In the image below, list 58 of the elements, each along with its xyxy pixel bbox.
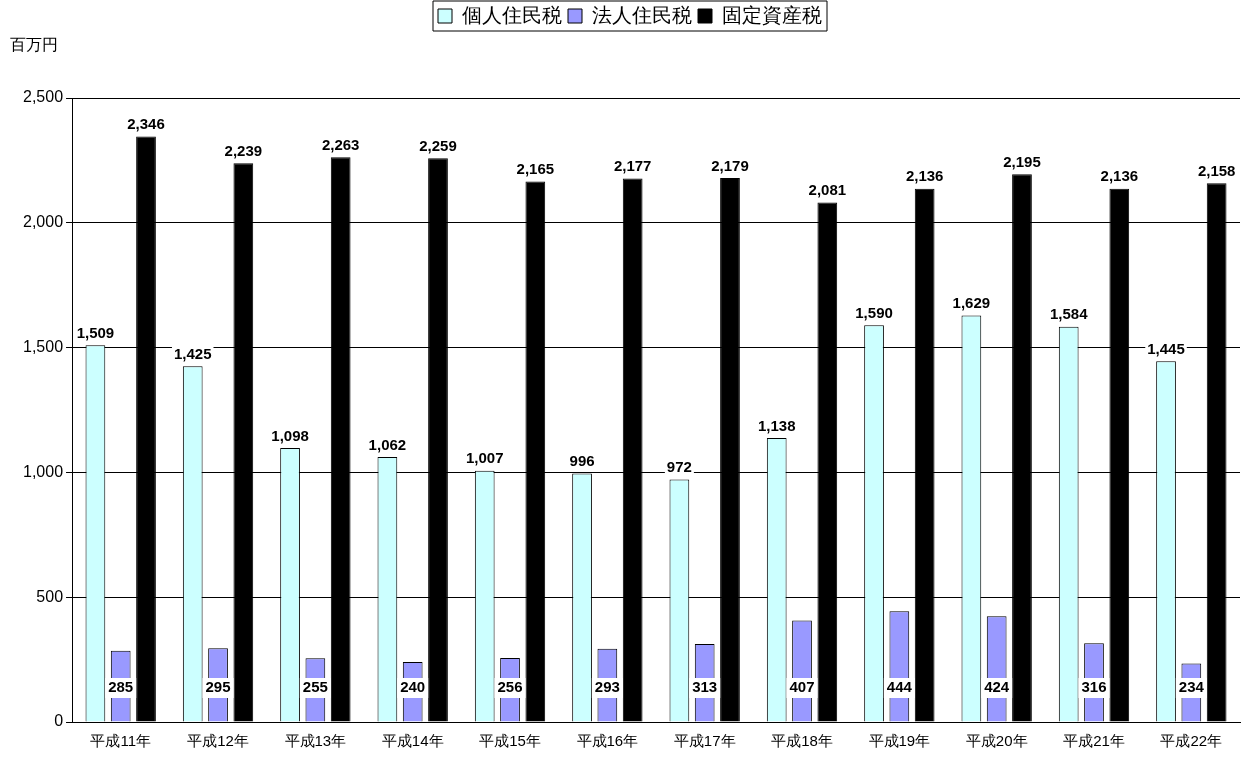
x-tick-label: 平成21年 bbox=[1063, 732, 1125, 750]
data-label: 2,239 bbox=[224, 141, 263, 159]
data-label: 2,165 bbox=[516, 160, 555, 178]
data-label: 2,195 bbox=[1003, 152, 1041, 170]
y-tick-label: 0 bbox=[54, 712, 64, 730]
data-label: 2,136 bbox=[905, 167, 944, 185]
data-label: 1,584 bbox=[1049, 305, 1089, 323]
data-label: 1,007 bbox=[465, 449, 504, 467]
y-tick-label: 2,500 bbox=[22, 88, 64, 106]
data-label: 313 bbox=[692, 678, 718, 696]
legend-label: 固定資産税 bbox=[722, 3, 822, 26]
data-label: 407 bbox=[789, 678, 815, 696]
data-label: 1,098 bbox=[271, 426, 309, 444]
data-label: 1,509 bbox=[76, 323, 115, 341]
y-tick-label: 2,000 bbox=[22, 213, 64, 231]
data-label: 444 bbox=[886, 678, 913, 696]
data-label: 2,346 bbox=[127, 115, 165, 133]
data-label: 1,445 bbox=[1147, 339, 1185, 357]
data-label: 424 bbox=[984, 678, 1010, 696]
data-label: 2,179 bbox=[711, 156, 749, 174]
legend-label: 法人住民税 bbox=[592, 3, 692, 26]
x-tick-label: 平成20年 bbox=[965, 732, 1028, 750]
y-axis-title: 百万円 bbox=[10, 36, 58, 54]
y-tick-label: 1,500 bbox=[22, 338, 64, 356]
data-label: 1,425 bbox=[173, 344, 212, 362]
y-tick-label: 1,000 bbox=[22, 462, 64, 480]
x-tick-label: 平成22年 bbox=[1160, 732, 1223, 750]
data-label: 996 bbox=[569, 452, 595, 470]
legend-label: 個人住民税 bbox=[462, 3, 562, 26]
data-label: 972 bbox=[666, 458, 692, 476]
data-label: 256 bbox=[497, 678, 523, 696]
data-label: 293 bbox=[594, 678, 620, 696]
data-label: 295 bbox=[205, 678, 231, 696]
data-label: 285 bbox=[108, 678, 134, 696]
x-tick-label: 平成15年 bbox=[479, 732, 541, 750]
data-label: 2,136 bbox=[1100, 167, 1139, 185]
x-tick-label: 平成12年 bbox=[187, 732, 249, 750]
x-tick-label: 平成11年 bbox=[90, 732, 151, 750]
data-label: 2,158 bbox=[1197, 162, 1236, 179]
data-label: 2,263 bbox=[321, 135, 360, 153]
data-label: 240 bbox=[400, 678, 426, 696]
data-label: 255 bbox=[302, 678, 328, 696]
data-label: 234 bbox=[1178, 678, 1205, 696]
data-label: 1,590 bbox=[855, 303, 893, 321]
data-label: 1,062 bbox=[368, 435, 407, 453]
x-tick-label: 平成13年 bbox=[284, 732, 347, 750]
data-label: 2,177 bbox=[613, 157, 652, 175]
data-label: 316 bbox=[1081, 678, 1107, 696]
y-tick-label: 500 bbox=[36, 587, 64, 605]
data-label: 1,629 bbox=[952, 294, 991, 312]
data-label: 2,081 bbox=[808, 181, 847, 199]
x-tick-label: 平成17年 bbox=[673, 732, 736, 750]
x-tick-label: 平成18年 bbox=[771, 732, 833, 750]
data-label: 1,138 bbox=[757, 416, 796, 434]
x-tick-label: 平成14年 bbox=[381, 732, 444, 750]
data-label: 2,259 bbox=[419, 136, 457, 154]
x-tick-label: 平成19年 bbox=[868, 732, 931, 750]
x-tick-label: 平成16年 bbox=[576, 732, 639, 750]
